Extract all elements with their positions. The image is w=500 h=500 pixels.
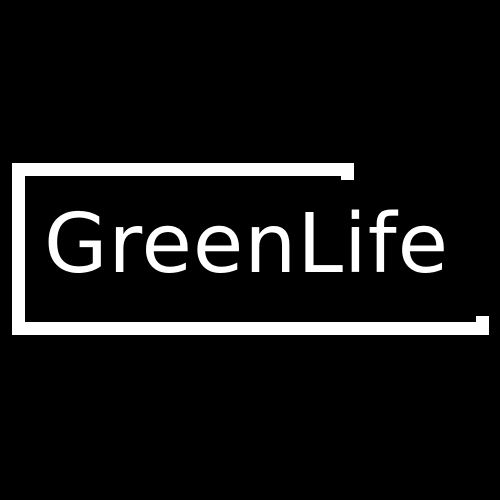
frame-bottom-right-stub [476, 316, 489, 335]
frame-bottom-bar [12, 322, 489, 335]
frame-top-right-stub [341, 163, 354, 180]
frame-left-bar [12, 163, 25, 335]
frame-top-bar [12, 163, 354, 176]
logo-wordmark: GreenLife [44, 190, 449, 300]
